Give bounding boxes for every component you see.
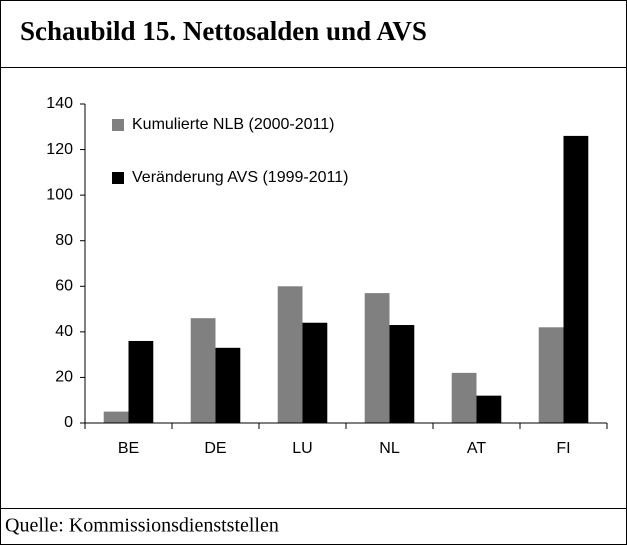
y-tick-label: 60 <box>55 278 73 295</box>
source: Quelle: Kommissionsdienststellen <box>5 515 279 537</box>
y-tick-label: 20 <box>55 369 73 386</box>
y-tick-label: 100 <box>46 186 73 203</box>
x-tick-label: NL <box>379 440 400 457</box>
legend-swatch <box>112 172 124 184</box>
chart-title: Schaubild 15. Nettosalden und AVS <box>20 16 427 46</box>
x-tick-label: LU <box>292 440 312 457</box>
x-tick-label: FI <box>556 440 570 457</box>
x-tick-label: AT <box>467 440 486 457</box>
legend-swatch <box>112 119 124 131</box>
y-tick-label: 120 <box>46 141 73 158</box>
legend-label: Veränderung AVS (1999-2011) <box>132 169 349 186</box>
bar <box>277 286 303 423</box>
x-tick-label: DE <box>204 440 226 457</box>
legend-entry: Kumulierte NLB (2000-2011) <box>132 116 335 133</box>
legend-entry: Veränderung AVS (1999-2011) <box>132 169 349 186</box>
bar <box>190 318 216 423</box>
bar <box>476 395 502 423</box>
bar <box>302 322 328 423</box>
y-tick-label: 40 <box>55 323 73 340</box>
bar <box>563 135 589 423</box>
legend-label: Kumulierte NLB (2000-2011) <box>132 116 335 133</box>
bar <box>451 372 477 423</box>
y-tick-label: 140 <box>46 95 73 112</box>
bar <box>389 325 415 423</box>
bar <box>103 411 129 423</box>
bar <box>128 340 154 423</box>
y-tick-label: 80 <box>55 232 73 249</box>
bar <box>364 293 390 423</box>
bar <box>538 327 564 423</box>
x-tick-label: BE <box>118 440 139 457</box>
y-tick-label: 0 <box>64 414 73 431</box>
bar <box>215 347 241 423</box>
